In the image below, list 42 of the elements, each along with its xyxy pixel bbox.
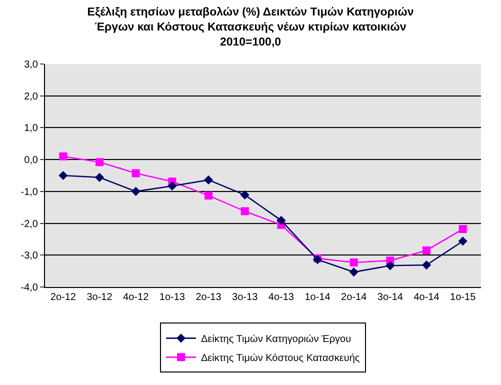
point [204, 175, 214, 185]
y-tick-label: -2,0 [20, 218, 38, 230]
point [422, 260, 432, 270]
point [132, 169, 140, 178]
point [96, 158, 104, 166]
x-tick-label: 3o-13 [232, 292, 258, 303]
point [58, 170, 68, 180]
legend-label: Δείκτης Τιμών Κόστους Κατασκευής [201, 353, 360, 364]
point [458, 225, 467, 234]
x-tick-label: 4o-12 [123, 292, 150, 303]
point [59, 152, 68, 160]
point [204, 192, 212, 200]
legend-label: Δείκτης Τιμών Κατηγοριών Έργου [201, 334, 352, 346]
y-tick-label: -1,0 [20, 186, 38, 198]
x-tick-label: 4o-14 [414, 292, 440, 303]
point [240, 207, 249, 216]
point [276, 216, 286, 225]
x-tick-label: 3o-12 [86, 292, 113, 303]
x-tick-label: 2o-14 [341, 292, 368, 303]
y-tick-label: 1,0 [24, 123, 38, 134]
point [240, 190, 250, 200]
y-tick-label: 2,0 [24, 91, 38, 102]
point [168, 181, 177, 191]
y-tick-label: -3,0 [20, 250, 38, 262]
point [131, 186, 140, 196]
point [94, 172, 104, 182]
y-tick-label: 3,0 [24, 60, 38, 70]
point [350, 258, 358, 266]
x-tick-label: 1o-15 [450, 292, 476, 303]
x-tick-label: 4o-13 [268, 292, 294, 303]
x-tick-label: 1o-14 [304, 292, 331, 303]
y-tick-label: -4,0 [20, 282, 38, 294]
x-tick-label: 1o-13 [159, 292, 186, 303]
x-tick-label: 3o-14 [377, 292, 404, 303]
chart-title: Εξέλιξη ετησίων μεταβολών (%) Δεικτών Τιμών Κατηγοριών Έργων και Κόστους Κατασκευής νέων κτιρίων κατοικιών 2010=100,0 [87, 6, 414, 48]
point [349, 267, 358, 277]
point [422, 246, 430, 254]
y-tick-label: 0,0 [24, 155, 38, 166]
x-tick-label: 2o-13 [196, 292, 222, 303]
point [458, 236, 468, 246]
x-tick-label: 2o-12 [50, 292, 76, 303]
point [386, 261, 395, 270]
